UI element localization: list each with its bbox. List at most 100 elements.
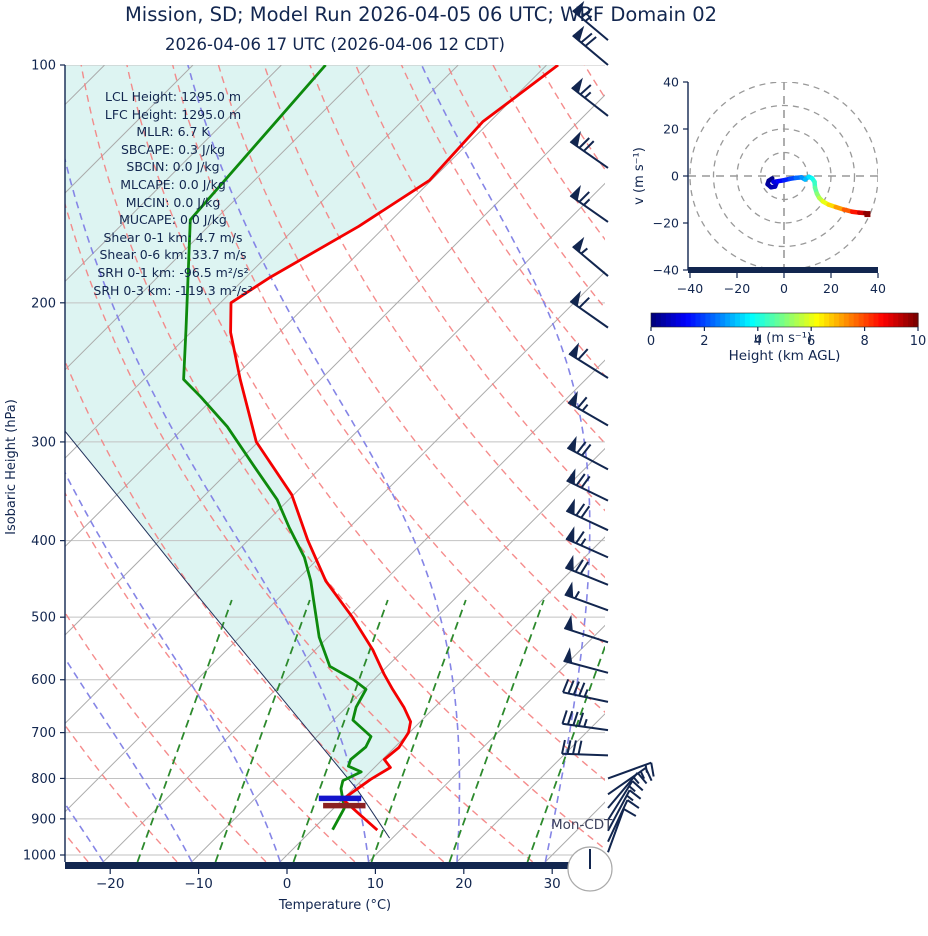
stat-line: SBCAPE: 0.3 J/kg <box>120 141 226 157</box>
isotherm-line <box>191 447 605 862</box>
wind-barb <box>563 614 609 644</box>
wind-barb <box>562 678 609 703</box>
wind-barb <box>607 799 640 843</box>
dry-adiabat-line <box>446 65 605 310</box>
isotherm-line <box>65 65 459 459</box>
mixing-ratio-line <box>214 599 311 862</box>
colorbar-tick-label: 8 <box>860 334 868 349</box>
wind-barb <box>561 739 609 757</box>
hodograph-plot-area <box>688 82 878 270</box>
temperature-tick-label: −10 <box>184 876 213 892</box>
colorbar-tick-label: 0 <box>647 334 655 349</box>
stat-line: MLLR: 6.7 K <box>136 124 210 140</box>
mixing-ratio-line <box>839 600 928 862</box>
isotherm-line <box>634 65 928 862</box>
wind-barb <box>567 391 609 427</box>
isotherm-line <box>456 713 605 862</box>
skewt-bottom-spine <box>65 862 605 869</box>
dewpoint-profile-line <box>182 65 373 831</box>
dry-adiabat-line <box>537 65 605 171</box>
wind-barb <box>572 236 609 277</box>
stat-line: MLCIN: 0.0 J/kg <box>125 194 221 210</box>
hodograph-u-tick-label: 20 <box>823 281 839 296</box>
colorbar-tick-label: 10 <box>910 334 927 349</box>
pressure-tick-label: 1000 <box>23 849 56 864</box>
dry-adiabat-line <box>492 65 605 241</box>
hodograph-u-tick-label: 0 <box>780 281 788 296</box>
pressure-tick-label: 600 <box>31 673 56 688</box>
moist-adiabat-line <box>65 656 193 862</box>
mixing-ratio-line <box>683 600 777 862</box>
page-title: Mission, SD; Model Run 2026-04-05 06 UTC… <box>124 3 718 26</box>
dry-adiabat-line <box>263 65 605 579</box>
wind-barb <box>568 342 609 379</box>
hodograph-v-tick-label: 0 <box>671 169 679 184</box>
colorbar-tick-label: 2 <box>700 334 708 349</box>
dry-adiabat-line <box>80 65 605 850</box>
hodograph-speed-ring <box>712 104 856 248</box>
wind-barb <box>561 710 609 732</box>
wind-barb <box>572 25 609 66</box>
wind-barb <box>569 184 609 223</box>
mixing-ratio-line <box>917 600 928 862</box>
temperature-tick-label: −20 <box>96 876 125 892</box>
moist-adiabat-line <box>420 65 591 862</box>
mixing-ratio-line <box>448 599 545 862</box>
wind-barb <box>563 647 609 674</box>
colorbar-label: Height (km AGL) <box>728 348 841 364</box>
dry-adiabat-line <box>65 359 445 862</box>
stat-line: LCL Height: 1295.0 m <box>104 89 242 104</box>
pressure-tick-label: 300 <box>31 435 56 450</box>
stat-line: SRH 0-1 km: -96.5 m²/s² <box>97 264 249 280</box>
sounding-stats-block: LCL Height: 1295.0 m LFC Height: 1295.0 m… <box>40 88 306 299</box>
wind-barb <box>569 130 609 169</box>
isotherm-line <box>65 65 371 371</box>
wind-barb <box>607 767 653 796</box>
skewt-plot-area <box>65 50 928 862</box>
stat-line: MLCAPE: 0.0 J/kg <box>120 176 226 192</box>
hodograph-v-axis-label: v (m s⁻¹) <box>632 147 647 205</box>
pressure-tick-label: 800 <box>31 772 56 787</box>
wind-barb <box>569 290 609 329</box>
temperature-tick-label: 0 <box>283 876 292 892</box>
wind-barb <box>607 789 642 832</box>
colorbar-tick-label: 6 <box>807 334 815 349</box>
mixing-ratio-line <box>292 599 389 862</box>
wind-barb <box>565 526 609 559</box>
wind-barb <box>607 780 644 821</box>
mixing-ratio-line <box>370 599 467 862</box>
pressure-tick-label: 700 <box>31 726 56 741</box>
wind-barb <box>565 498 609 532</box>
isotherm-line <box>544 801 605 862</box>
hodograph-v-tick-label: −20 <box>653 216 679 231</box>
hodograph-v-tick-label: 20 <box>663 122 679 137</box>
mixing-ratio-line <box>526 644 605 862</box>
surface-time-label: Mon-CDT <box>551 817 613 833</box>
wind-barb <box>571 77 609 117</box>
hodograph-v-tick-label: −40 <box>653 263 679 278</box>
wind-barb <box>566 468 609 502</box>
moist-adiabat-line <box>65 471 281 862</box>
dry-adiabat-line <box>309 65 605 512</box>
wind-barb <box>564 581 609 612</box>
wind-barb <box>572 0 609 41</box>
dry-adiabat-line <box>65 201 534 862</box>
dry-adiabat-line <box>666 50 928 862</box>
moist-adiabat-line <box>65 156 370 862</box>
isotherm-line <box>102 359 605 862</box>
temperature-profile-line <box>229 65 559 832</box>
hodograph-u-tick-label: −20 <box>724 281 750 296</box>
temperature-tick-label: 10 <box>367 876 384 892</box>
temperature-tick-label: 20 <box>455 876 472 892</box>
height-colorbar: 0 2 4 6 8 10 <box>647 312 927 349</box>
wind-barb <box>607 808 637 853</box>
hodograph-speed-ring <box>736 128 832 224</box>
pressure-tick-label: 400 <box>31 534 56 549</box>
hodograph-u-axis-label: u (m s⁻¹) <box>753 331 813 346</box>
dry-adiabat-line <box>217 65 605 646</box>
stat-line: SRH 0-3 km: -119.3 m²/s² <box>93 282 253 298</box>
dry-adiabat-line <box>583 65 605 100</box>
skewt-x-axis-label: Temperature (°C) <box>278 898 392 913</box>
